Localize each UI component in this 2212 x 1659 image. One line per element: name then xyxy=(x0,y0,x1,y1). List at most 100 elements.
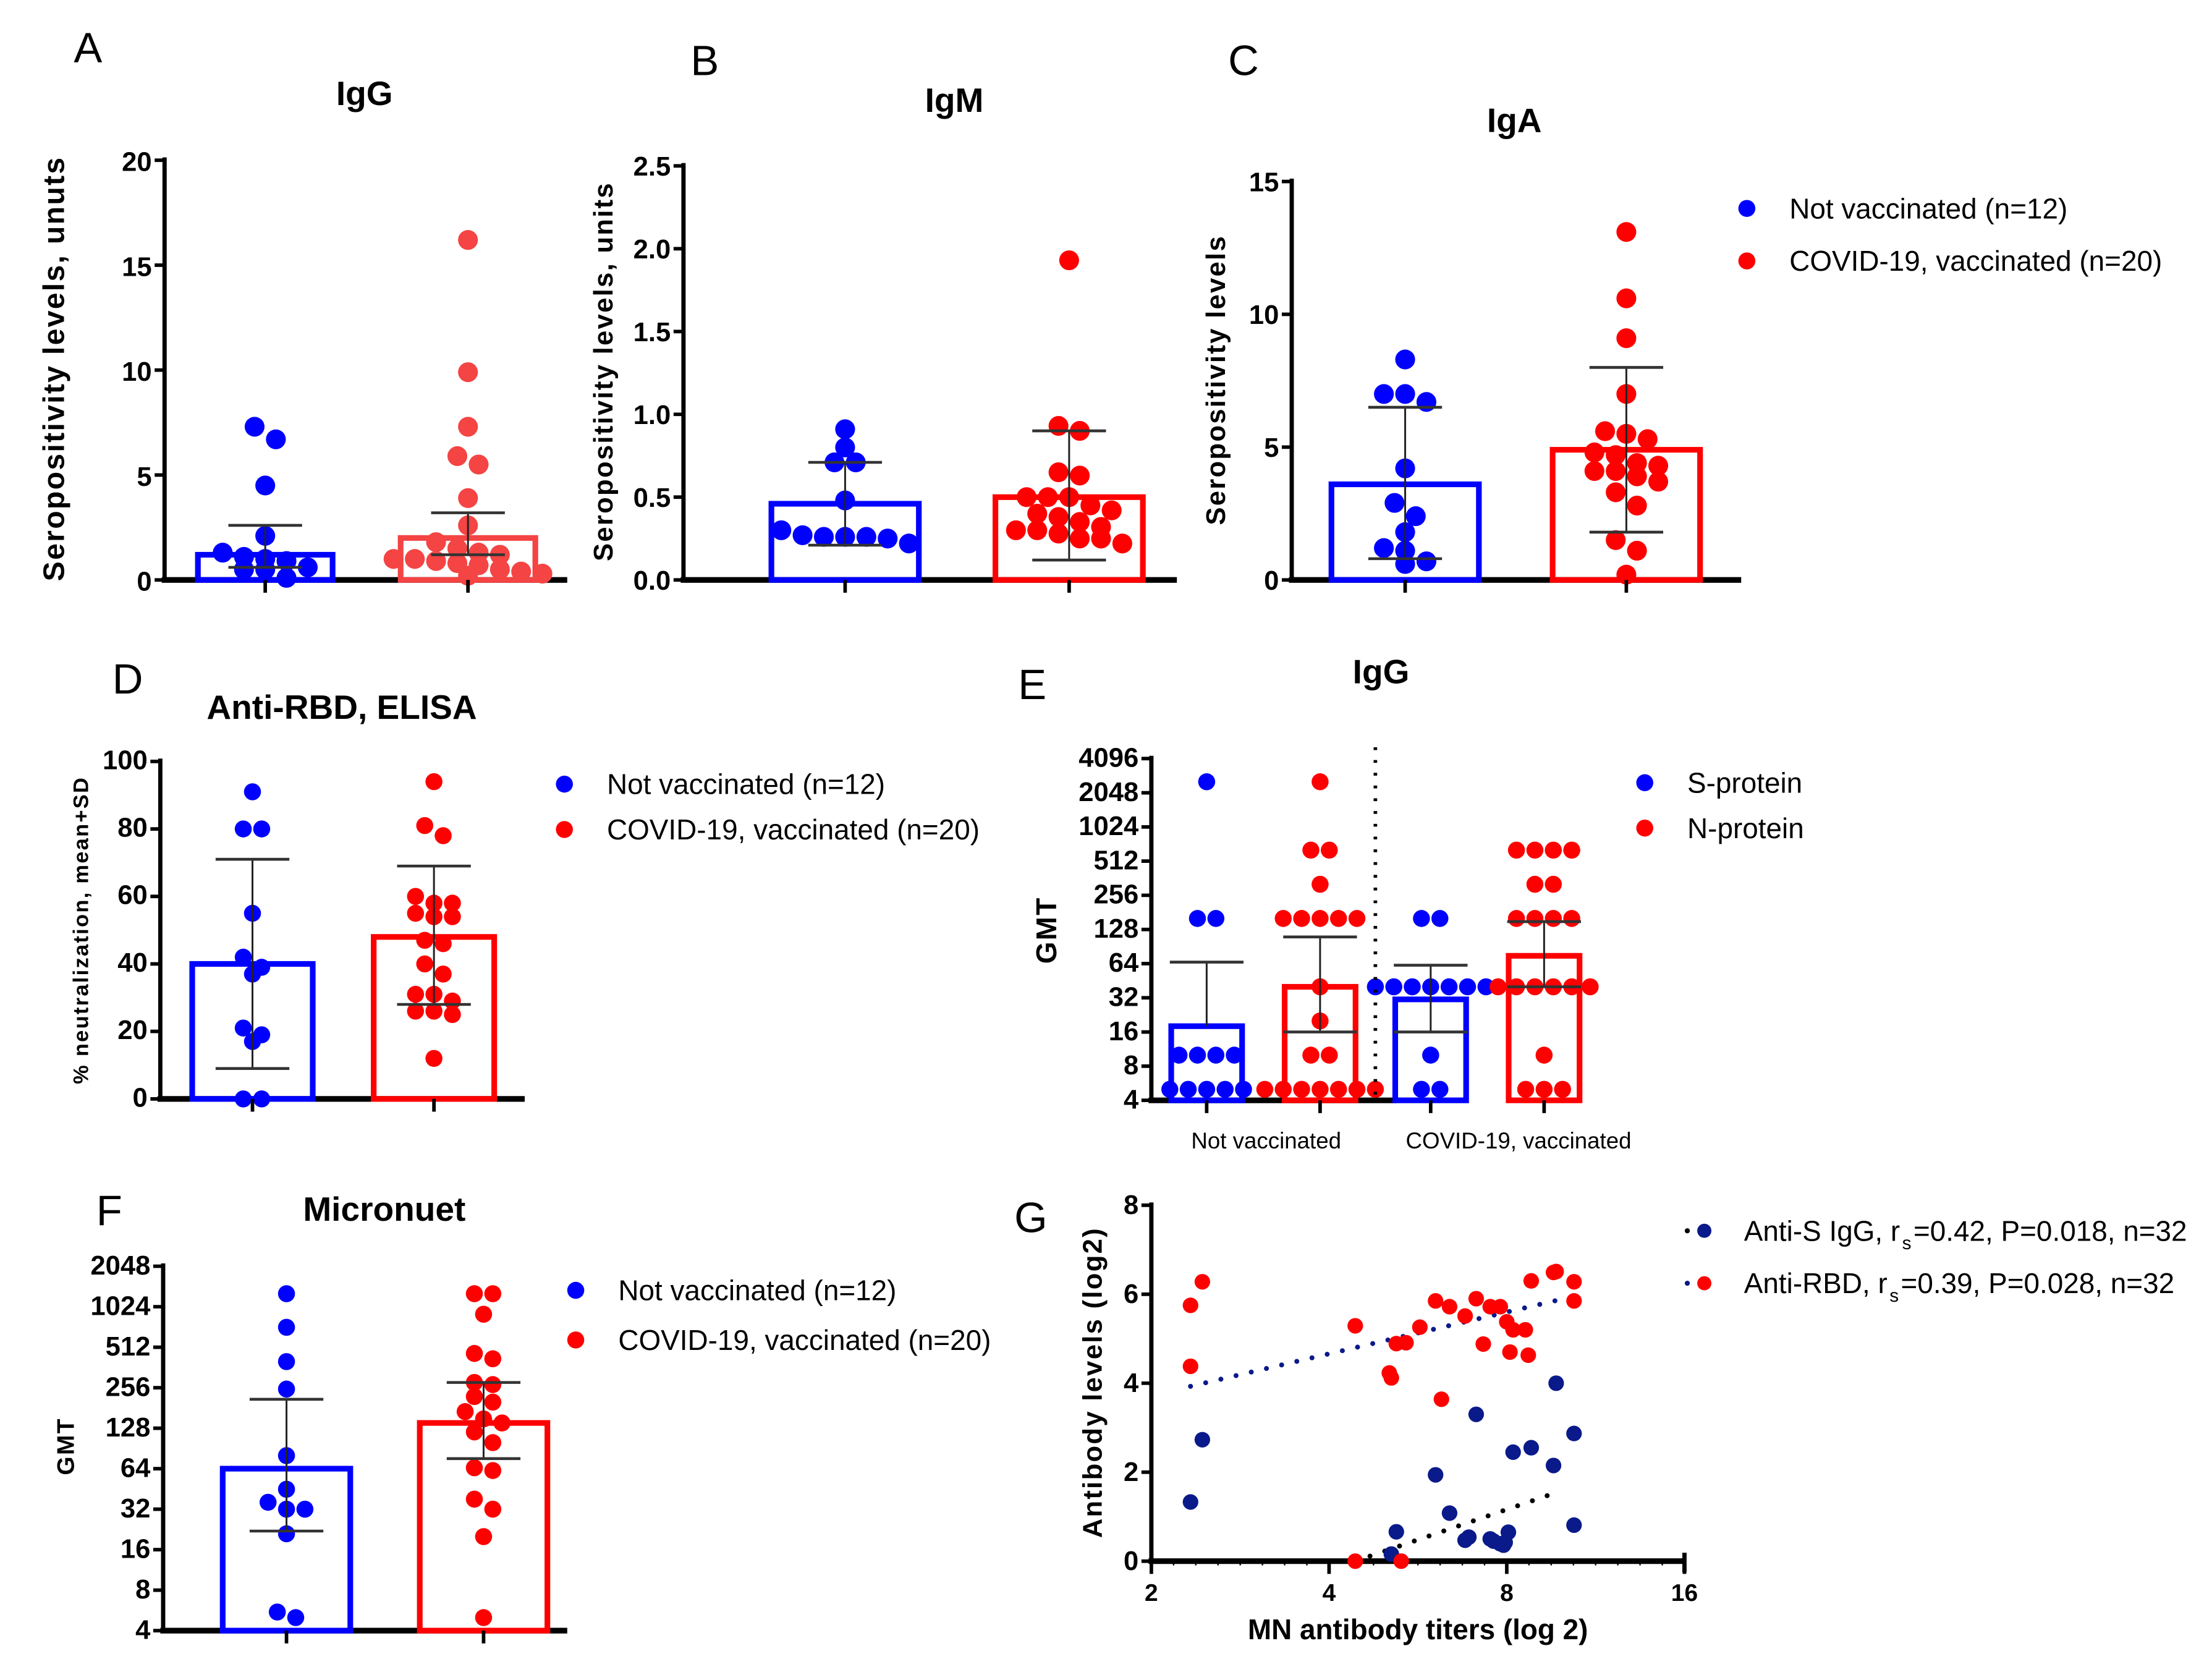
data-point xyxy=(458,566,478,586)
data-point xyxy=(405,549,425,569)
data-point xyxy=(1101,500,1122,520)
data-point xyxy=(475,1609,493,1626)
y-axis-label: Antibody levels (log2) xyxy=(1078,1227,1108,1538)
data-point xyxy=(1395,349,1415,370)
data-point xyxy=(1216,1080,1234,1098)
x-tick-label: 8 xyxy=(1500,1580,1514,1606)
y-tick-label: 0 xyxy=(1124,1547,1138,1576)
legend-marker xyxy=(1636,819,1653,837)
data-point xyxy=(278,1285,295,1302)
data-point xyxy=(1388,1524,1404,1540)
data-point xyxy=(1194,1432,1211,1448)
data-point xyxy=(1179,1080,1197,1098)
data-point xyxy=(426,532,446,553)
y-tick-label: 0.5 xyxy=(634,483,671,513)
data-point xyxy=(1517,1080,1535,1098)
y-tick-label: 64 xyxy=(121,1453,150,1483)
data-point xyxy=(465,1423,483,1441)
y-tick-label: 2 xyxy=(1124,1457,1138,1487)
data-point xyxy=(1428,1467,1444,1483)
y-tick-label: 5 xyxy=(1264,433,1279,463)
y-tick-label: 80 xyxy=(117,813,147,842)
y-tick-label: 128 xyxy=(106,1413,151,1443)
data-point xyxy=(1606,460,1626,482)
panel-letter: B xyxy=(690,37,719,85)
data-point xyxy=(1006,520,1026,540)
y-tick-label: 2.0 xyxy=(634,235,671,265)
data-point xyxy=(468,454,489,475)
data-point xyxy=(447,446,468,466)
panel-d: D Anti-RBD, ELISA % neutralization, mean+S… xyxy=(69,655,980,1113)
data-point xyxy=(1545,875,1562,893)
panel-letter: D xyxy=(112,655,143,703)
data-point xyxy=(213,543,233,563)
y-tick-label: 20 xyxy=(117,1016,147,1045)
data-point xyxy=(253,1090,271,1108)
data-point xyxy=(1367,1080,1384,1098)
data-point xyxy=(1189,1046,1206,1064)
data-point xyxy=(1477,978,1495,996)
data-point xyxy=(465,1344,483,1362)
data-point xyxy=(456,1403,474,1420)
y-tick-label: 0 xyxy=(132,1083,147,1113)
data-point xyxy=(1616,564,1637,585)
y-tick-label: 1.0 xyxy=(634,401,671,430)
data-point xyxy=(1027,520,1048,540)
data-point xyxy=(266,429,286,449)
y-tick-label: 6 xyxy=(1124,1279,1138,1309)
chart-title: IgA xyxy=(1487,101,1542,139)
data-point xyxy=(1404,978,1421,996)
data-point xyxy=(1182,1297,1198,1313)
legend-text: =0.39, P=0.028, n=32 xyxy=(1901,1267,2175,1299)
data-point xyxy=(425,1050,443,1067)
data-point xyxy=(458,488,478,508)
panel-f: F Micronuet GMT 4 8 16 32 64 128 256 512 1024 2048 No… xyxy=(53,1187,991,1645)
data-point xyxy=(1584,442,1604,463)
legend-label: N-protein xyxy=(1687,812,1804,844)
data-point xyxy=(484,1285,502,1302)
data-point xyxy=(1385,978,1402,996)
data-point xyxy=(1616,328,1637,349)
data-point xyxy=(835,437,855,457)
data-point xyxy=(278,1353,295,1370)
panel-letter: F xyxy=(96,1187,122,1234)
legend-marker xyxy=(1636,774,1653,792)
data-point xyxy=(444,1006,461,1024)
x-tick-label: 16 xyxy=(1671,1580,1698,1606)
y-tick-label: 20 xyxy=(122,148,151,177)
data-point xyxy=(1048,524,1069,544)
data-point xyxy=(407,985,425,1003)
data-point xyxy=(1616,222,1637,242)
legend-label: Not vaccinated (n=12) xyxy=(618,1275,896,1307)
data-point xyxy=(1038,487,1058,507)
data-point xyxy=(434,935,452,953)
y-tick-label: 5 xyxy=(137,462,151,492)
data-point xyxy=(1505,1444,1521,1460)
data-point xyxy=(1535,1046,1553,1064)
chart-title: IgG xyxy=(1353,653,1410,691)
data-point xyxy=(484,1350,502,1368)
data-point xyxy=(234,559,254,580)
data-point xyxy=(493,1414,511,1432)
legend-marker xyxy=(1697,1223,1712,1238)
data-point xyxy=(1606,445,1626,465)
data-point xyxy=(1027,504,1048,524)
data-point xyxy=(1048,416,1069,436)
data-point xyxy=(1070,465,1090,486)
data-point xyxy=(1497,1534,1513,1551)
data-point xyxy=(1535,1080,1553,1098)
data-point xyxy=(1475,1336,1491,1352)
legend-line-marker xyxy=(1684,1280,1690,1286)
data-point xyxy=(287,1609,305,1626)
data-point xyxy=(1059,250,1079,271)
data-point xyxy=(1384,493,1405,513)
legend-text: Anti-RBD, r xyxy=(1744,1267,1888,1299)
data-point xyxy=(1170,1046,1188,1064)
data-point xyxy=(244,783,261,800)
y-tick-label: 4096 xyxy=(1078,744,1138,773)
data-point xyxy=(1468,1291,1485,1307)
data-point xyxy=(511,561,532,582)
data-point xyxy=(234,948,252,966)
data-point xyxy=(484,1500,502,1518)
